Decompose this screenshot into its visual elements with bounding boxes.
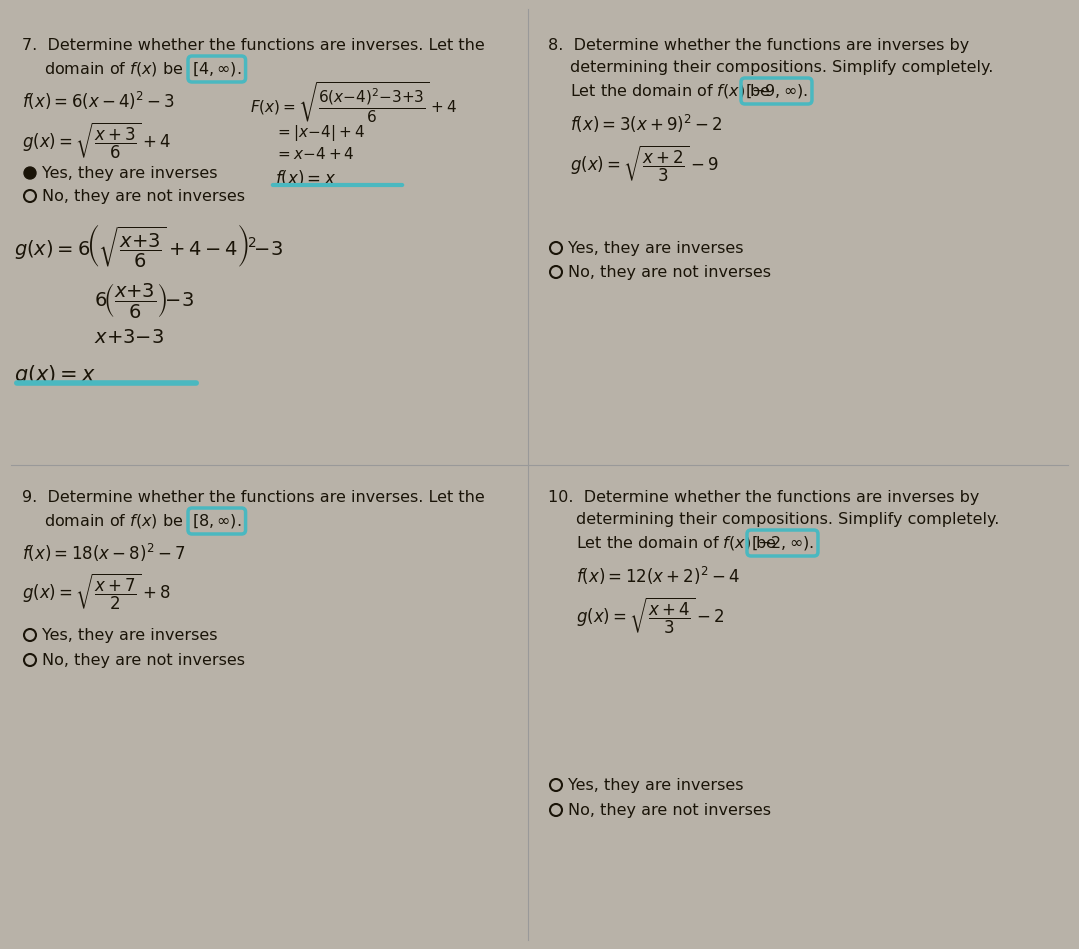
Text: 9.  Determine whether the functions are inverses. Let the: 9. Determine whether the functions are i…: [22, 490, 484, 505]
Text: $F(x) = \sqrt{\dfrac{6(x{-}4)^{2}{-}3{+}3}{6}} + 4$: $F(x) = \sqrt{\dfrac{6(x{-}4)^{2}{-}3{+}…: [250, 80, 456, 124]
Text: 7.  Determine whether the functions are inverses. Let the: 7. Determine whether the functions are i…: [22, 38, 484, 53]
Text: Yes, they are inverses: Yes, they are inverses: [568, 778, 743, 793]
Text: $[-2, \infty)$.: $[-2, \infty)$.: [751, 534, 814, 552]
Text: $g(x) = \sqrt{\dfrac{x+3}{6}} + 4$: $g(x) = \sqrt{\dfrac{x+3}{6}} + 4$: [22, 120, 170, 160]
Text: $g(x) = \sqrt{\dfrac{x+4}{3}} - 2$: $g(x) = \sqrt{\dfrac{x+4}{3}} - 2$: [576, 595, 724, 636]
Text: 10.  Determine whether the functions are inverses by: 10. Determine whether the functions are …: [548, 490, 980, 505]
Text: Let the domain of $f (x)$ be: Let the domain of $f (x)$ be: [576, 534, 778, 552]
Text: $g(x) = \sqrt{\dfrac{x+7}{2}} + 8$: $g(x) = \sqrt{\dfrac{x+7}{2}} + 8$: [22, 572, 170, 612]
Circle shape: [24, 167, 36, 179]
Text: No, they are not inverses: No, they are not inverses: [42, 189, 245, 204]
Text: No, they are not inverses: No, they are not inverses: [568, 265, 771, 280]
Text: $g(x) = 6\!\left(\sqrt{\dfrac{x{+}3}{6}} +4 -4\right)^{\!2}\!{-}3$: $g(x) = 6\!\left(\sqrt{\dfrac{x{+}3}{6}}…: [14, 223, 283, 270]
Text: $= |x{-}4| + 4$: $= |x{-}4| + 4$: [275, 123, 365, 143]
Text: $f(x) = 12(x + 2)^2 - 4$: $f(x) = 12(x + 2)^2 - 4$: [576, 565, 740, 587]
Text: $f(x) = x$: $f(x) = x$: [275, 168, 336, 188]
Text: $[4, \infty)$.: $[4, \infty)$.: [192, 60, 242, 78]
Text: $g(x) = \sqrt{\dfrac{x+2}{3}} - 9$: $g(x) = \sqrt{\dfrac{x+2}{3}} - 9$: [570, 143, 719, 183]
Text: Let the domain of $f (x)$ be: Let the domain of $f (x)$ be: [570, 82, 771, 100]
Text: $x{+}3{-}3$: $x{+}3{-}3$: [94, 328, 164, 347]
Text: 8.  Determine whether the functions are inverses by: 8. Determine whether the functions are i…: [548, 38, 969, 53]
Text: $f(x) = 3(x + 9)^2 - 2$: $f(x) = 3(x + 9)^2 - 2$: [570, 113, 723, 135]
Text: No, they are not inverses: No, they are not inverses: [42, 653, 245, 668]
Text: $= x{-}4 + 4$: $= x{-}4 + 4$: [275, 146, 355, 162]
Text: $6\!\left(\dfrac{x{+}3}{6}\right)\!{-}3$: $6\!\left(\dfrac{x{+}3}{6}\right)\!{-}3$: [94, 281, 194, 320]
Text: determining their compositions. Simplify completely.: determining their compositions. Simplify…: [570, 60, 994, 75]
Text: $[8, \infty)$.: $[8, \infty)$.: [192, 512, 242, 530]
Text: domain of $f (x)$ be: domain of $f (x)$ be: [44, 512, 185, 530]
Text: $g(x) = x$: $g(x) = x$: [14, 363, 96, 387]
Text: No, they are not inverses: No, they are not inverses: [568, 803, 771, 818]
Text: Yes, they are inverses: Yes, they are inverses: [42, 166, 218, 181]
Text: Yes, they are inverses: Yes, they are inverses: [42, 628, 218, 643]
Text: $f(x) = 18(x - 8)^2 - 7$: $f(x) = 18(x - 8)^2 - 7$: [22, 542, 186, 564]
Text: $[-9, \infty)$.: $[-9, \infty)$.: [745, 82, 808, 100]
Text: Yes, they are inverses: Yes, they are inverses: [568, 241, 743, 256]
Text: determining their compositions. Simplify completely.: determining their compositions. Simplify…: [576, 512, 999, 527]
Text: domain of $f (x)$ be: domain of $f (x)$ be: [44, 60, 185, 78]
Text: $f(x) = 6(x - 4)^2 - 3$: $f(x) = 6(x - 4)^2 - 3$: [22, 90, 175, 112]
